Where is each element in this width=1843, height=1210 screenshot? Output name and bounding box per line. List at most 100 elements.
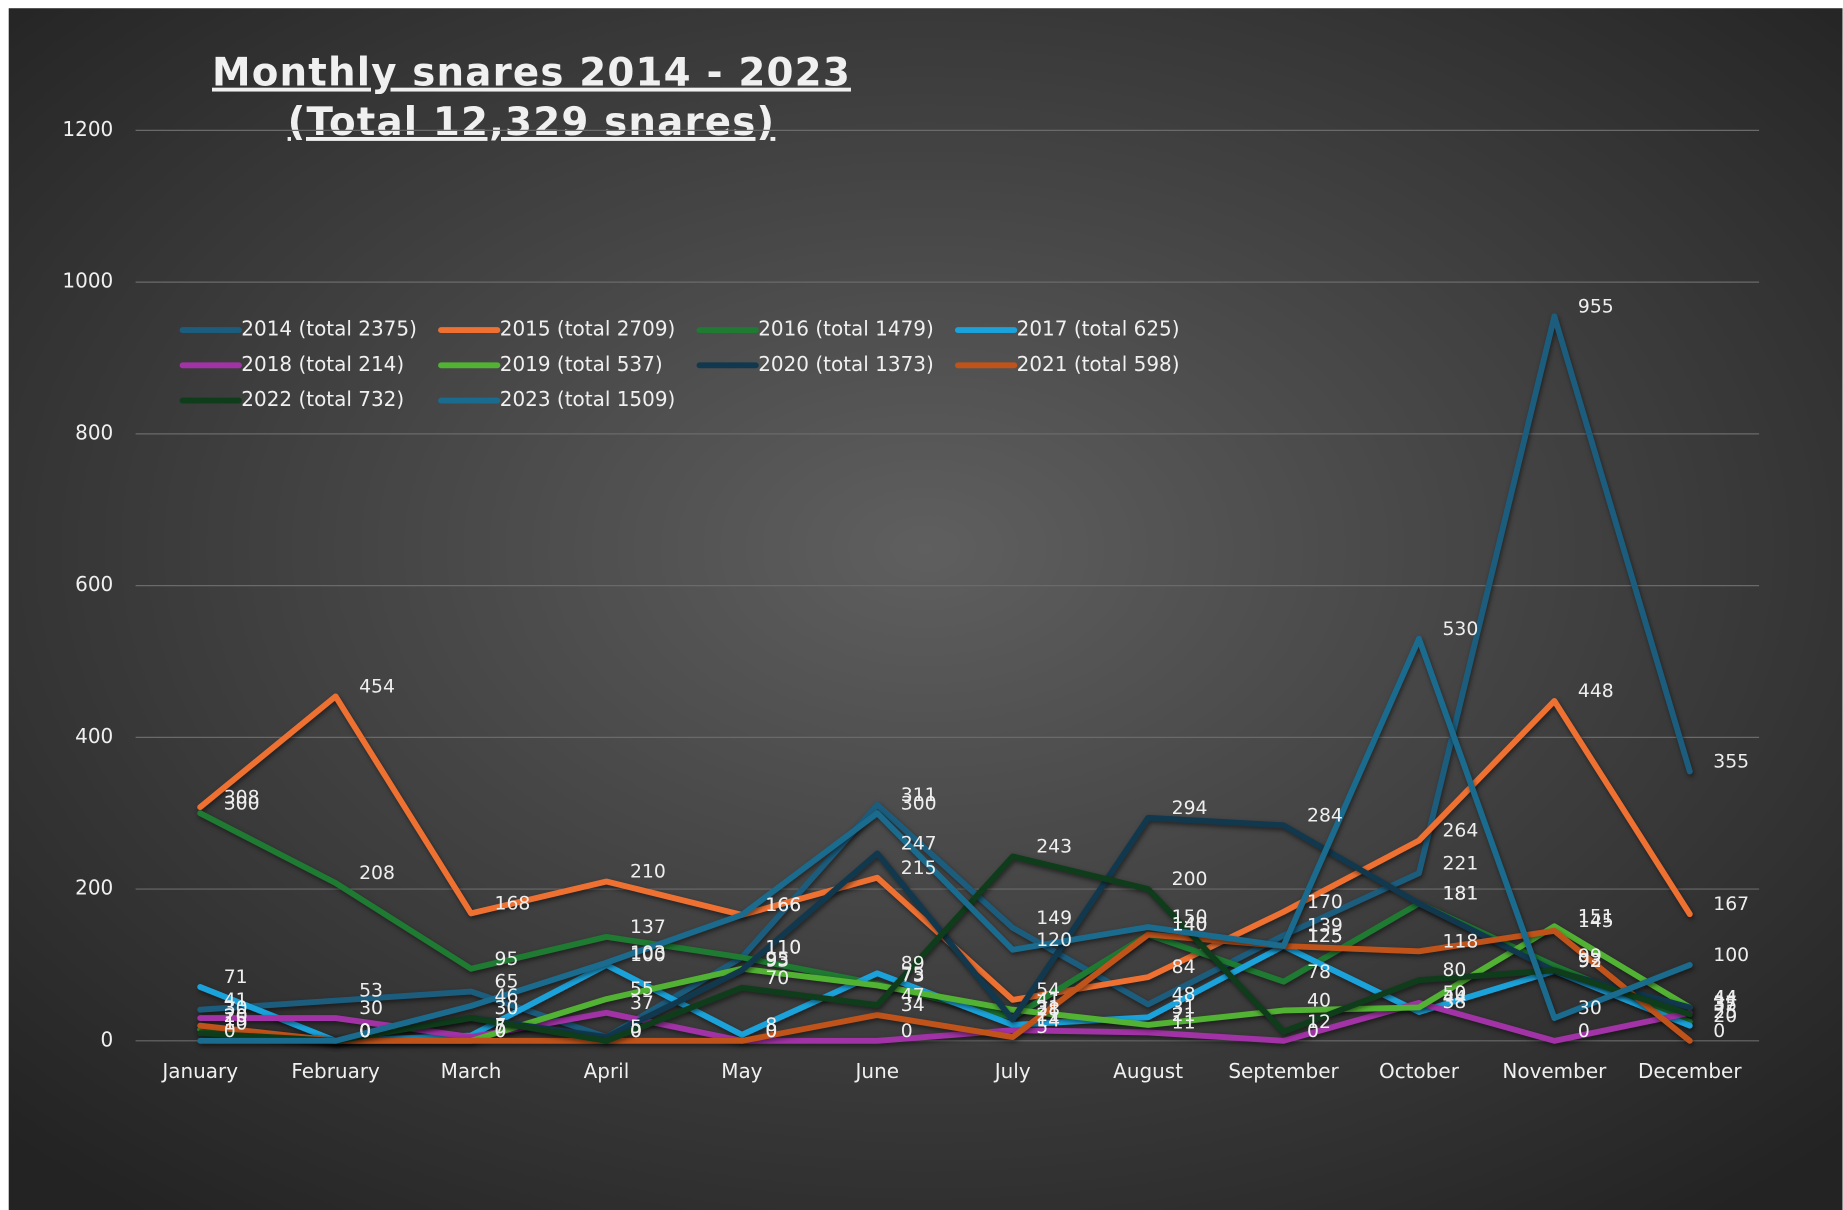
data-label: 30	[359, 998, 383, 1019]
data-label: 355	[1713, 752, 1749, 773]
x-tick-label: May	[721, 1059, 762, 1083]
legend-label: 2019 (total 537)	[500, 352, 663, 376]
data-label: 0	[495, 1021, 507, 1042]
data-label: 140	[1172, 915, 1208, 936]
data-label: 95	[765, 949, 789, 970]
data-label: 137	[630, 917, 666, 938]
data-label: 20	[224, 1006, 248, 1027]
data-label: 0	[359, 1021, 371, 1042]
data-label: 0	[495, 1021, 507, 1042]
data-label: 93	[765, 950, 789, 971]
data-label: 28	[1036, 1000, 1060, 1021]
data-label: 294	[1172, 798, 1208, 819]
data-label: 221	[1442, 853, 1478, 874]
data-label: 284	[1307, 805, 1343, 826]
data-label: 125	[1307, 926, 1343, 947]
legend-label: 2022 (total 732)	[241, 387, 404, 411]
x-tick-label: November	[1502, 1059, 1607, 1083]
data-label: 31	[1172, 997, 1196, 1018]
data-label: 44	[1713, 988, 1737, 1009]
data-label: 210	[630, 862, 666, 883]
data-label: 92	[1578, 951, 1602, 972]
data-label: 7	[495, 1016, 507, 1037]
x-tick-label: December	[1638, 1059, 1742, 1083]
legend-label: 2017 (total 625)	[1017, 317, 1180, 341]
data-label: 71	[224, 967, 248, 988]
data-label: 54	[1036, 980, 1060, 1001]
x-tick-label: April	[584, 1059, 630, 1083]
y-tick-label: 0	[101, 1027, 114, 1051]
data-label: 0	[1713, 1021, 1725, 1042]
data-label: 0	[224, 1021, 236, 1042]
data-label: 38	[1442, 992, 1466, 1013]
data-label: 5	[630, 1017, 642, 1038]
data-label: 167	[1713, 894, 1749, 915]
legend-label: 2021 (total 598)	[1017, 352, 1180, 376]
data-label: 41	[1036, 990, 1060, 1011]
data-label: 95	[495, 949, 519, 970]
x-tick-label: March	[441, 1059, 502, 1083]
legend-label: 2020 (total 1373)	[758, 352, 934, 376]
series-line	[197, 313, 1693, 1040]
data-label: 125	[1307, 926, 1343, 947]
legend-label: 2014 (total 2375)	[241, 317, 417, 341]
data-label: 110	[765, 937, 801, 958]
data-label: 93	[1578, 950, 1602, 971]
data-label: 243	[1036, 837, 1072, 858]
legend-label: 2016 (total 1479)	[758, 317, 934, 341]
data-label: 53	[359, 981, 383, 1002]
data-label: 65	[495, 972, 519, 993]
x-tick-label: June	[854, 1059, 900, 1083]
y-tick-label: 1200	[62, 117, 113, 141]
data-label: 0	[1578, 1021, 1590, 1042]
data-label: 35	[1713, 994, 1737, 1015]
data-label: 31	[1036, 997, 1060, 1018]
data-label: 181	[1442, 884, 1478, 905]
data-label: 454	[359, 676, 395, 697]
background	[8, 8, 1843, 1210]
data-label: 30	[495, 998, 519, 1019]
data-label: 0	[765, 1021, 777, 1042]
data-label: 0	[359, 1021, 371, 1042]
data-label: 30	[495, 998, 519, 1019]
data-label: 0	[765, 1021, 777, 1042]
data-label: 100	[630, 945, 666, 966]
data-label: 55	[630, 979, 654, 1000]
data-label: 21	[1036, 1005, 1060, 1026]
data-label: 41	[224, 990, 248, 1011]
data-label: 150	[1172, 907, 1208, 928]
data-label: 100	[1713, 945, 1749, 966]
data-label: 530	[1442, 619, 1478, 640]
series-line	[197, 999, 1693, 1044]
data-label: 448	[1578, 681, 1614, 702]
data-label: 0	[359, 1021, 371, 1042]
data-label: 955	[1578, 296, 1614, 317]
data-label: 103	[630, 943, 666, 964]
chart-title: (Total 12,329 snares)	[288, 100, 776, 145]
data-label: 5	[495, 1017, 507, 1038]
data-label: 170	[1307, 892, 1343, 913]
series-line	[197, 927, 1693, 1044]
data-label: 0	[359, 1021, 371, 1042]
chart-title: Monthly snares 2014 - 2023	[212, 51, 851, 96]
data-label: 139	[1307, 915, 1343, 936]
data-label: 151	[1578, 906, 1614, 927]
y-tick-label: 400	[75, 724, 113, 748]
data-label: 140	[1172, 915, 1208, 936]
data-label: 99	[1578, 946, 1602, 967]
data-label: 0	[1307, 1021, 1319, 1042]
data-label: 12	[1307, 1012, 1331, 1033]
data-label: 300	[901, 793, 937, 814]
data-label: 40	[1307, 991, 1331, 1012]
data-label: 125	[1307, 926, 1343, 947]
data-label: 84	[1172, 957, 1196, 978]
data-label: 0	[359, 1021, 371, 1042]
x-tick-label: February	[291, 1059, 380, 1083]
data-label: 208	[359, 863, 395, 884]
data-label: 5	[1036, 1017, 1048, 1038]
data-label: 110	[765, 937, 801, 958]
data-label: 120	[1036, 930, 1072, 951]
data-label: 34	[901, 995, 925, 1016]
data-label: 70	[765, 968, 789, 989]
data-label: 200	[1172, 869, 1208, 890]
